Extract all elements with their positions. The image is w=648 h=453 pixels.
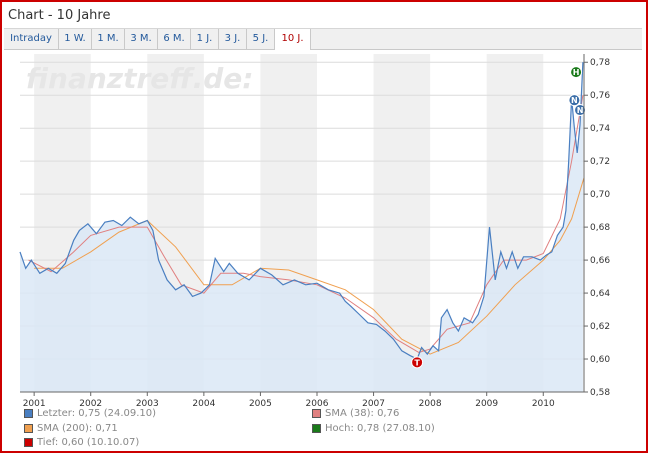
x-tick-label: 2002 [79, 399, 102, 409]
x-tick-label: 2009 [475, 399, 498, 409]
low-marker-circle [411, 356, 424, 369]
tab-10-years[interactable]: 10 J. [275, 29, 311, 50]
y-tick-label: 0,74 [590, 124, 610, 134]
tab-5-years[interactable]: 5 J. [247, 29, 275, 49]
legend-high-swatch [312, 423, 321, 433]
y-tick-label: 0,68 [590, 223, 610, 233]
x-tick-label: 2004 [192, 399, 215, 409]
widget-title: Chart - 10 Jahre [8, 8, 111, 23]
news-marker-letter: N [571, 96, 578, 105]
low-marker-letter: T [414, 358, 420, 367]
news-marker-circle [568, 94, 581, 107]
sma200-line [34, 177, 585, 355]
tab-1-week[interactable]: 1 W. [59, 29, 92, 49]
y-tick-label: 0,78 [590, 58, 610, 68]
y-tick-label: 0,62 [590, 322, 610, 332]
y-tick-label: 0,60 [590, 355, 610, 365]
legend-low-swatch [24, 437, 33, 447]
news-event-marker[interactable]: N [568, 94, 581, 107]
y-tick-label: 0,76 [590, 91, 610, 101]
news-event-marker[interactable]: N [574, 104, 587, 117]
x-tick-label: 2008 [419, 399, 442, 409]
tab-intraday[interactable]: Intraday [4, 29, 59, 49]
legend-sma200-label: SMA (200): 0,71 [37, 423, 118, 434]
x-tick-label: 2001 [23, 399, 46, 409]
news-marker-letter: N [577, 106, 584, 115]
legend-last-swatch [24, 408, 33, 418]
legend-sma200: SMA (200): 0,71 [24, 423, 118, 434]
legend-low-label: Tief: 0,60 (10.10.07) [37, 437, 140, 448]
event-markers: H T NN [411, 66, 587, 369]
legend-low: Tief: 0,60 (10.10.07) [24, 437, 139, 448]
legend-high: Hoch: 0,78 (27.08.10) [312, 423, 435, 434]
tab-1-month[interactable]: 1 M. [92, 29, 125, 49]
high-event-marker[interactable]: H [570, 66, 583, 79]
tab-6-months[interactable]: 6 M. [158, 29, 191, 49]
legend-sma38: SMA (38): 0,76 [312, 408, 399, 419]
y-tick-labels: 0,58 0,60 0,62 0,64 0,66 0,68 0,70 0,72 0,74 0,76… [584, 58, 610, 398]
x-tick-labels: 2001 2002 2003 2004 2005 2006 2007 2008 2009 2010 [23, 392, 555, 409]
tab-3-months[interactable]: 3 M. [125, 29, 158, 49]
news-marker-circle [574, 104, 587, 117]
y-tick-label: 0,66 [590, 256, 610, 266]
y-tick-label: 0,58 [590, 388, 610, 398]
tab-3-years[interactable]: 3 J. [219, 29, 247, 49]
y-tick-label: 0,64 [590, 289, 610, 299]
tab-1-year[interactable]: 1 J. [191, 29, 219, 49]
low-event-marker[interactable]: T [411, 356, 424, 369]
x-tick-label: 2010 [532, 399, 555, 409]
x-tick-label: 2003 [136, 399, 159, 409]
period-tab-bar: Intraday 1 W. 1 M. 3 M. 6 M. 1 J. 3 J. 5… [4, 28, 642, 50]
legend-sma38-swatch [312, 408, 321, 418]
price-line [19, 62, 584, 360]
high-marker-letter: H [573, 68, 580, 77]
price-area [20, 62, 583, 392]
legend-last: Letzter: 0,75 (24.09.10) [24, 408, 156, 419]
x-tick-label: 2005 [249, 399, 272, 409]
high-marker-circle [570, 66, 583, 79]
x-tick-label: 2006 [306, 399, 329, 409]
y-tick-label: 0,70 [590, 190, 610, 200]
legend-last-label: Letzter: 0,75 (24.09.10) [37, 408, 157, 419]
legend-sma200-swatch [24, 423, 33, 433]
legend-high-label: Hoch: 0,78 (27.08.10) [325, 423, 435, 434]
x-tick-label: 2007 [362, 399, 385, 409]
y-tick-label: 0,72 [590, 157, 610, 167]
legend-sma38-label: SMA (38): 0,76 [325, 408, 400, 419]
watermark: finanztreff.de: [26, 62, 253, 95]
